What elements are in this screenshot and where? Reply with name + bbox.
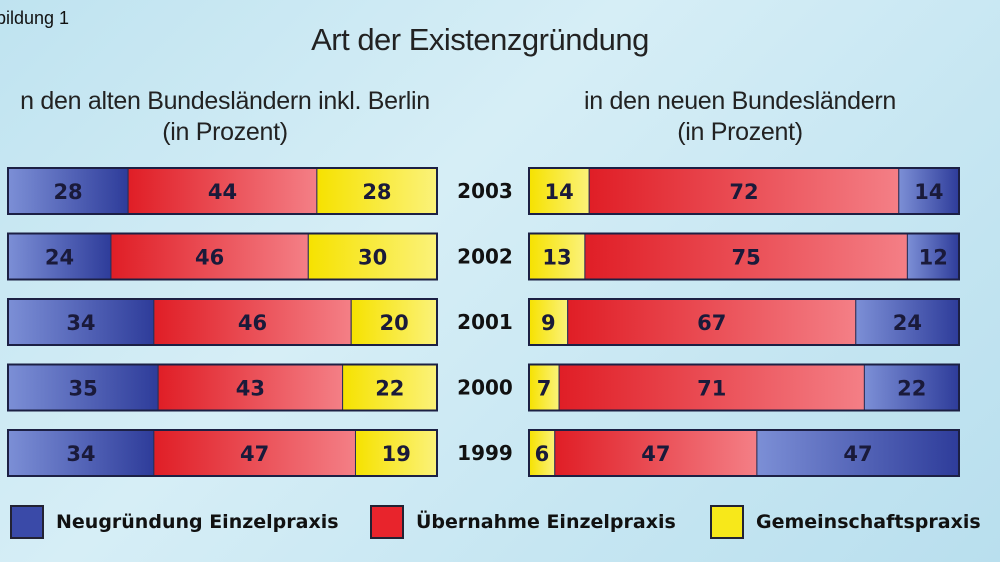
left-panel-title-line2: (in Prozent) — [162, 118, 288, 146]
data-label-alt-gemeinschaft-1999: 19 — [382, 442, 411, 466]
data-label-neu-gemeinschaft-2003: 14 — [544, 180, 573, 204]
left-panel-title: n den alten Bundesländern inkl. Berlin (… — [0, 86, 470, 148]
legend-label-uebernahme: Übernahme Einzelpraxis — [416, 511, 676, 533]
data-label-neu-neugruendung-2001: 24 — [893, 311, 922, 335]
chart-title: Art der Existenzgründung — [311, 22, 649, 57]
data-label-alt-neugruendung-2003: 28 — [53, 180, 82, 204]
bar-segment-neu-gemeinschaft-2000 — [528, 364, 560, 411]
bar-segment-neu-gemeinschaft-2003 — [528, 167, 590, 215]
bar-outline-alt-2002 — [7, 232, 438, 281]
year-label-2000: 2000 — [457, 376, 513, 400]
bar-segment-neu-uebernahme-1999 — [554, 429, 758, 477]
data-label-neu-neugruendung-2003: 14 — [914, 180, 943, 204]
bar-segment-alt-uebernahme-2000 — [157, 364, 344, 411]
figure-caption: bildung 1 — [0, 8, 70, 28]
data-label-neu-uebernahme-1999: 47 — [641, 442, 670, 466]
year-label-2001: 2001 — [457, 310, 513, 334]
data-label-alt-neugruendung-1999: 34 — [66, 442, 95, 466]
bar-outline-alt-2003 — [7, 167, 438, 215]
data-label-alt-neugruendung-2000: 35 — [68, 377, 97, 401]
data-label-alt-uebernahme-2000: 43 — [236, 377, 265, 401]
data-label-neu-uebernahme-2001: 67 — [697, 311, 726, 335]
year-label-2003: 2003 — [457, 179, 513, 203]
bar-outline-neu-2000 — [528, 363, 960, 412]
bar-segment-alt-gemeinschaft-2001 — [350, 298, 438, 346]
year-label-1999: 1999 — [457, 441, 513, 465]
legend-item-uebernahme: Übernahme Einzelpraxis — [370, 505, 676, 539]
data-label-neu-neugruendung-1999: 47 — [843, 442, 872, 466]
bar-outline-alt-1999 — [7, 429, 438, 477]
bar-outline-neu-2003 — [528, 167, 960, 215]
data-label-neu-gemeinschaft-2000: 7 — [537, 377, 552, 401]
bar-segment-neu-uebernahme-2000 — [558, 364, 865, 411]
left-panel-title-line1: n den alten Bundesländern inkl. Berlin — [20, 87, 430, 115]
bar-segment-neu-neugruendung-2003 — [898, 167, 960, 215]
data-label-alt-uebernahme-2001: 46 — [238, 311, 267, 335]
bar-outline-neu-2001 — [528, 298, 960, 346]
data-label-neu-neugruendung-2000: 22 — [897, 377, 926, 401]
bar-segment-alt-neugruendung-2000 — [7, 364, 159, 411]
right-panel-title: in den neuen Bundesländern (in Prozent) — [520, 86, 960, 148]
data-label-neu-gemeinschaft-2002: 13 — [542, 246, 571, 270]
bar-outline-alt-2001 — [7, 298, 438, 346]
legend-swatch-uebernahme — [370, 505, 404, 539]
legend-item-neugruendung: Neugründung Einzelpraxis — [10, 505, 339, 539]
bar-segment-alt-gemeinschaft-2000 — [342, 364, 438, 411]
bar-segment-alt-neugruendung-1999 — [7, 429, 155, 477]
bar-segment-neu-uebernahme-2001 — [567, 298, 857, 346]
legend-swatch-gemeinschaft — [710, 505, 744, 539]
data-label-neu-neugruendung-2002: 12 — [919, 246, 948, 270]
data-label-alt-gemeinschaft-2001: 20 — [379, 311, 408, 335]
data-label-neu-gemeinschaft-1999: 6 — [535, 442, 550, 466]
right-panel-title-line1: in den neuen Bundesländern — [584, 87, 896, 115]
bar-segment-alt-uebernahme-2002 — [110, 233, 309, 280]
data-label-neu-uebernahme-2000: 71 — [697, 377, 726, 401]
bar-segment-alt-uebernahme-2001 — [153, 298, 352, 346]
data-label-alt-uebernahme-1999: 47 — [240, 442, 269, 466]
data-label-neu-gemeinschaft-2001: 9 — [541, 311, 556, 335]
legend-swatch-neugruendung — [10, 505, 44, 539]
data-label-alt-gemeinschaft-2002: 30 — [358, 246, 387, 270]
data-label-alt-uebernahme-2002: 46 — [195, 246, 224, 270]
data-label-alt-neugruendung-2001: 34 — [66, 311, 95, 335]
right-panel-title-line2: (in Prozent) — [677, 118, 803, 146]
data-label-alt-gemeinschaft-2003: 28 — [362, 180, 391, 204]
year-label-2002: 2002 — [457, 245, 513, 269]
data-label-neu-uebernahme-2002: 75 — [732, 246, 761, 270]
bar-outline-neu-2002 — [528, 232, 960, 281]
data-label-alt-uebernahme-2003: 44 — [208, 180, 237, 204]
data-label-alt-neugruendung-2002: 24 — [45, 246, 74, 270]
data-label-neu-uebernahme-2003: 72 — [729, 180, 758, 204]
bar-outline-neu-1999 — [528, 429, 960, 477]
bar-segment-alt-gemeinschaft-2002 — [307, 233, 438, 280]
bar-outline-alt-2000 — [7, 363, 438, 412]
legend-label-neugruendung: Neugründung Einzelpraxis — [56, 511, 339, 533]
legend-label-gemeinschaft: Gemeinschaftspraxis — [756, 511, 981, 533]
data-label-alt-gemeinschaft-2000: 22 — [375, 377, 404, 401]
legend-item-gemeinschaft: Gemeinschaftspraxis — [710, 505, 981, 539]
bar-segment-alt-uebernahme-1999 — [153, 429, 356, 477]
bar-segment-alt-neugruendung-2001 — [7, 298, 155, 346]
bar-segment-alt-neugruendung-2002 — [7, 233, 112, 280]
